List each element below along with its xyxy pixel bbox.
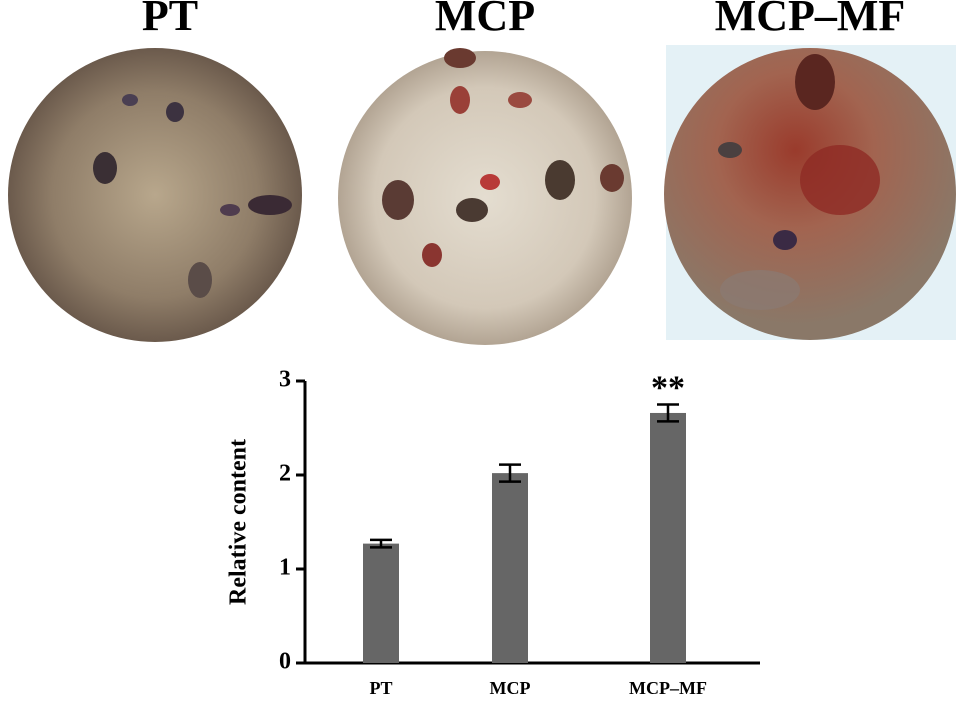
micrograph bbox=[338, 48, 632, 345]
y-axis-label: Relative content bbox=[226, 439, 252, 605]
y-tick-label: 3 bbox=[279, 367, 291, 393]
panel-title: MCP–MF bbox=[715, 0, 906, 40]
bar bbox=[650, 412, 686, 663]
panel-title: PT bbox=[142, 0, 198, 40]
micrograph bbox=[8, 48, 302, 342]
panel-title: MCP bbox=[435, 0, 535, 40]
bar-chart: 0 1 2 3 Relative content PT MCP MCP–MF ** bbox=[226, 367, 760, 698]
y-tick-label: 1 bbox=[279, 555, 291, 581]
bar bbox=[492, 473, 528, 663]
x-tick-label: MCP–MF bbox=[629, 678, 707, 698]
y-tick-label: 2 bbox=[279, 461, 291, 487]
y-tick-label: 0 bbox=[279, 649, 291, 675]
bar bbox=[363, 543, 399, 663]
x-tick-label: MCP bbox=[490, 678, 531, 698]
micrograph bbox=[664, 45, 956, 340]
x-tick-label: PT bbox=[369, 678, 392, 698]
significance-label: ** bbox=[651, 369, 685, 406]
